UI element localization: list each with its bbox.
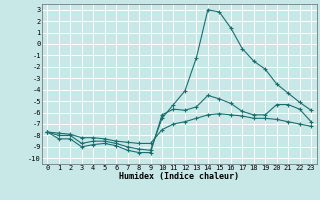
X-axis label: Humidex (Indice chaleur): Humidex (Indice chaleur) — [119, 172, 239, 181]
